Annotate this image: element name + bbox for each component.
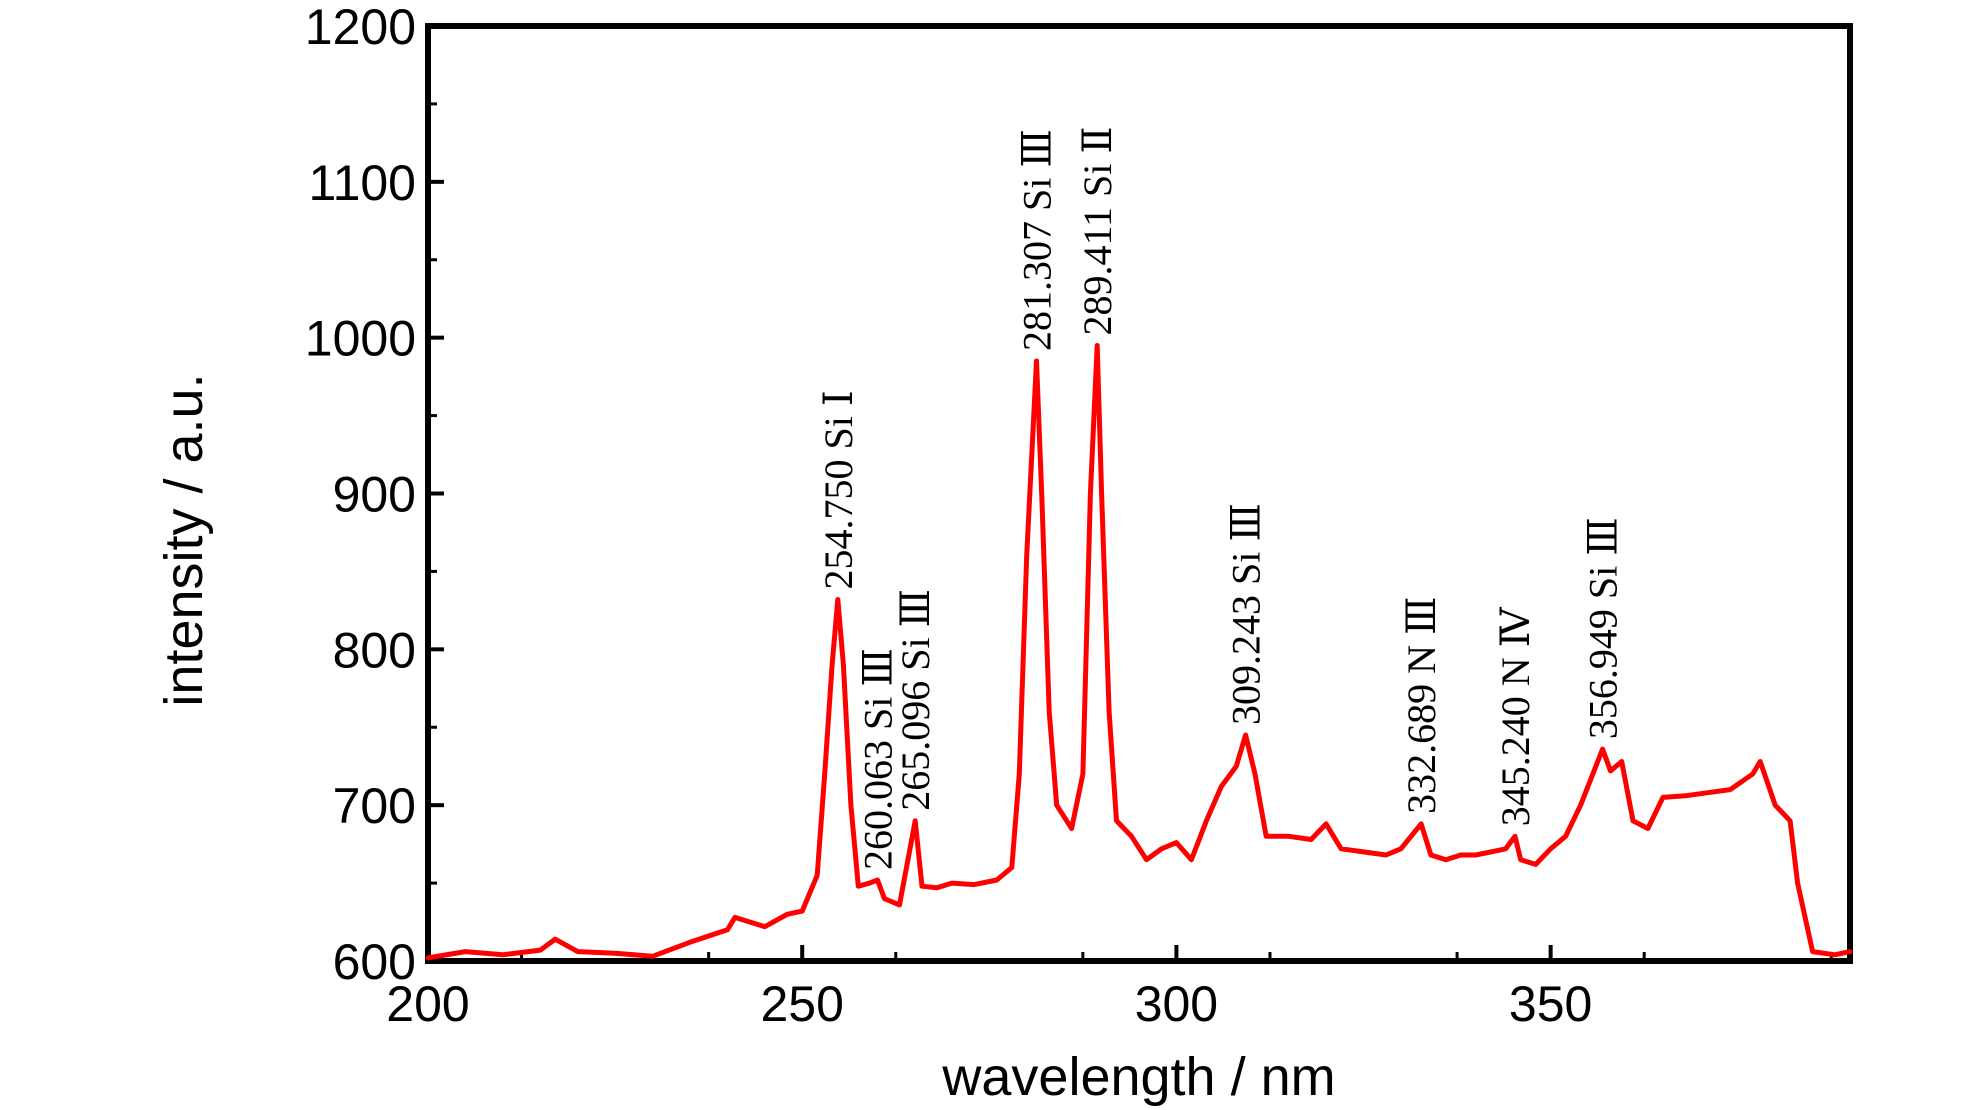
x-tick-label: 350	[1509, 976, 1592, 1032]
x-tick-label: 250	[760, 976, 843, 1032]
peak-label: 254.750 Si Ⅰ	[816, 390, 861, 589]
peak-label: 309.243 Si Ⅲ	[1224, 503, 1269, 725]
peak-label: 356.949 Si Ⅲ	[1581, 517, 1626, 739]
y-tick-label: 900	[333, 467, 416, 523]
peak-label: 289.411 Si Ⅱ	[1075, 126, 1120, 335]
y-tick-label: 1000	[305, 311, 416, 367]
y-tick-label: 800	[333, 622, 416, 678]
peak-label: 265.096 Si Ⅲ	[893, 589, 938, 811]
peak-label: 260.063 Si Ⅲ	[856, 648, 901, 870]
x-axis-title: wavelength / nm	[941, 1047, 1335, 1107]
y-tick-label: 700	[333, 778, 416, 834]
peak-label: 281.307 Si Ⅲ	[1015, 129, 1060, 351]
axis-tick-labels: 200 250 300 350 600 700 800 900 1000 1100 1200	[305, 0, 1593, 1032]
axis-ticks	[426, 24, 1833, 963]
peak-label: 345.240 N Ⅳ	[1493, 606, 1538, 826]
y-tick-label: 1100	[308, 155, 416, 211]
spectrum-line	[425, 343, 1853, 961]
x-tick-label: 300	[1135, 976, 1218, 1032]
peak-label: 332.689 N Ⅲ	[1399, 596, 1444, 813]
y-tick-label: 600	[333, 934, 416, 990]
y-tick-label: 1200	[305, 0, 416, 55]
y-axis-title: intensity / a.u.	[154, 373, 214, 706]
x-tick-label: 200	[386, 976, 469, 1032]
series-layer	[425, 343, 1853, 961]
